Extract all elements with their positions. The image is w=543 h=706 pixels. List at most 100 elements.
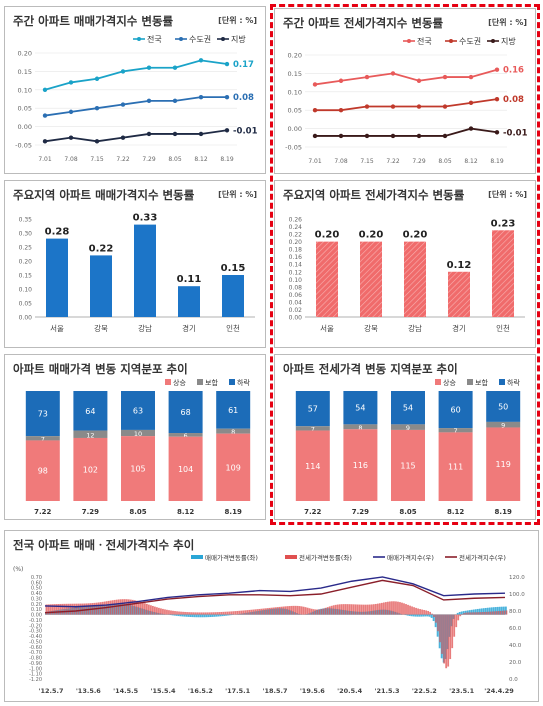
- stack-segment: [216, 433, 251, 501]
- jeonse-rate-bar: [322, 608, 325, 615]
- data-point: [312, 133, 318, 139]
- y-right-tick: 100.0: [509, 592, 525, 598]
- jeonse-rate-bar: [77, 603, 80, 615]
- jeonse-rate-bar: [489, 611, 492, 615]
- data-point: [364, 104, 370, 109]
- jeonse-rate-bar: [280, 606, 283, 615]
- jeonse-rate-bar: [158, 607, 160, 615]
- jeonse-rate-bar: [256, 609, 259, 615]
- data-label: 104: [178, 465, 193, 474]
- jeonse-rate-bar: [463, 613, 466, 615]
- stack-segment: [391, 429, 425, 501]
- jeonse-rate-bar: [184, 611, 186, 615]
- data-point: [312, 82, 318, 87]
- y-tick-label: 0.00: [18, 123, 32, 131]
- jeonse-rate-bar: [85, 603, 88, 615]
- sale-rate-bar: [225, 614, 228, 616]
- jeonse-rate-bar: [298, 606, 301, 615]
- jeonse-rate-bar: [286, 606, 289, 615]
- jeonse-rate-bar: [439, 614, 442, 643]
- x-tick-label: 7.29: [352, 508, 369, 516]
- jeonse-rate-bar: [278, 606, 281, 615]
- sale-rate-bar: [211, 614, 214, 617]
- jeonse-rate-bar: [423, 609, 425, 615]
- data-point: [364, 133, 370, 139]
- sale-rate-bar: [460, 611, 463, 615]
- jeonse-rate-bar: [459, 614, 462, 617]
- jeonse-rate-bar: [83, 603, 86, 615]
- x-tick-label: '23.5.1: [449, 687, 474, 695]
- stack-segment: [73, 430, 108, 438]
- y-tick-label: 0.30: [19, 231, 33, 238]
- jeonse-rate-bar: [342, 604, 345, 615]
- stack-segment: [25, 391, 60, 437]
- y-tick-label: 0.20: [289, 239, 303, 246]
- legend-label: 매매가격지수(우): [387, 553, 434, 562]
- jeonse-rate-bar: [465, 612, 468, 615]
- data-point: [120, 69, 126, 74]
- sale-rate-bar: [478, 608, 481, 615]
- jeonse-rate-bar: [264, 608, 267, 615]
- data-label: 0.33: [133, 213, 158, 224]
- jeonse-rate-bar: [326, 607, 329, 615]
- jeonse-rate-bar: [374, 603, 377, 615]
- bar: [360, 241, 382, 317]
- jeonse-rate-bar: [457, 614, 460, 621]
- region-sale-chart: 0.35 0.30 0.25 0.20 0.15 0.10 0.05 0.00 0.28 서울 0.…: [19, 213, 255, 333]
- jeonse-rate-bar: [334, 604, 337, 615]
- x-tick-label: '13.5.6: [76, 687, 101, 695]
- data-point: [120, 135, 126, 140]
- x-tick-label: '14.5.5: [113, 687, 138, 695]
- sale-rate-bar: [213, 614, 216, 617]
- jeonse-rate-bar: [352, 604, 355, 615]
- jeonse-rate-bar: [244, 610, 247, 615]
- jeonse-rate-bar: [300, 606, 303, 615]
- sale-rate-bar: [207, 614, 210, 618]
- y-tick-label: 0.02: [289, 307, 303, 314]
- end-label: -0.01: [503, 128, 528, 138]
- x-tick-label: 강북: [364, 323, 378, 333]
- stack-segment: [73, 391, 108, 431]
- weekly-sale-panel: 주간 아파트 매매가격지수 변동률 [단위 : %] 전국 수도권 지방 0.20 0.…: [4, 6, 266, 174]
- unit-label: [단위 : %]: [218, 16, 257, 25]
- jeonse-rate-bar: [63, 603, 66, 615]
- jeonse-index-line: [44, 579, 506, 614]
- x-tick-label: '12.5.7: [38, 687, 63, 695]
- legend-marker: [491, 39, 495, 43]
- stack-segment: [391, 391, 425, 425]
- jeonse-rate-bar: [222, 611, 225, 615]
- y-left-tick: -1.20: [29, 677, 42, 683]
- x-tick-label: 7.15: [90, 156, 104, 163]
- jeonse-rate-bar: [399, 602, 401, 615]
- sale-rate-bar: [422, 614, 425, 617]
- sale-rate-bar: [474, 609, 477, 615]
- y-tick-label: 0.10: [288, 88, 302, 96]
- y-right-tick: 120.0: [509, 575, 525, 581]
- data-label: 102: [83, 465, 98, 474]
- jeonse-rate-bar: [141, 602, 144, 615]
- legend-swatch: [499, 379, 505, 385]
- jeonse-rate-bar: [370, 604, 373, 615]
- jeonse-rate-bar: [139, 601, 142, 615]
- jeonse-rate-bar: [481, 612, 484, 615]
- sale-rate-bar: [219, 614, 222, 617]
- jeonse-rate-bar: [272, 607, 275, 615]
- data-point: [94, 139, 100, 144]
- jeonse-rate-bar: [485, 611, 488, 615]
- legend-label: 보합: [205, 378, 218, 387]
- jeonse-rate-bar: [73, 603, 76, 615]
- y-tick-label: 0.00: [288, 125, 302, 133]
- jeonse-rate-bar: [174, 611, 176, 615]
- jeonse-rate-bar: [473, 612, 476, 615]
- legend-label: 하락: [507, 378, 520, 387]
- data-label: 0.28: [45, 227, 70, 238]
- stack-segment: [168, 433, 203, 437]
- jeonse-rate-bar: [354, 604, 357, 615]
- data-point: [42, 87, 48, 92]
- jeonse-rate-bar: [387, 601, 389, 615]
- jeonse-rate-bar: [198, 612, 201, 615]
- jeonse-rate-bar: [204, 612, 207, 615]
- jeonse-rate-bar: [131, 599, 134, 615]
- jeonse-rate-bar: [268, 607, 271, 615]
- jeonse-rate-bar: [172, 610, 174, 615]
